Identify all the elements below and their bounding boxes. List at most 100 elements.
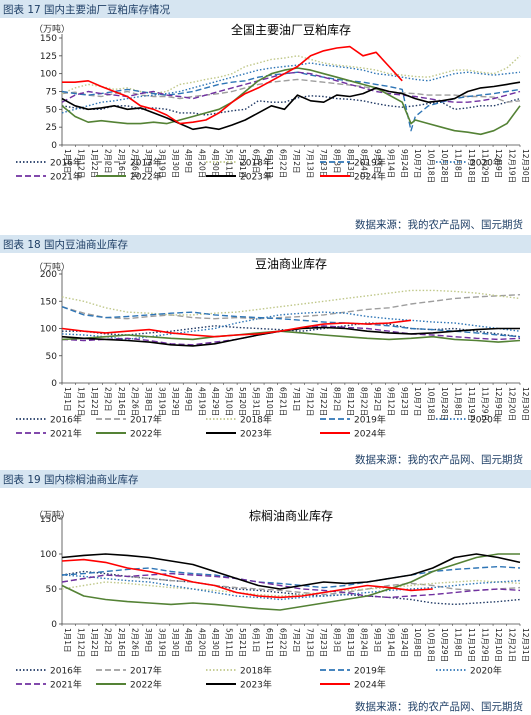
x-tick-label: 2月26日 — [130, 387, 139, 416]
y-tick-label: 150 — [40, 34, 57, 44]
x-tick-label: 4月29日 — [211, 387, 220, 416]
x-tick-label: 10月18日 — [427, 628, 436, 662]
chart-title: 全国主要油厂豆粕库存 — [231, 22, 351, 37]
x-tick-label: 4月30日 — [211, 628, 220, 657]
x-tick-label: 2月16日 — [117, 387, 126, 416]
x-tick-label: 6月1日 — [252, 628, 261, 653]
x-tick-label: 3月8日 — [144, 387, 153, 412]
figure-header-text: 图表 19 国内棕榈油商业库存 — [3, 474, 139, 486]
x-tick-label: 11月29日 — [481, 628, 490, 662]
y-tick-label: 0 — [51, 141, 57, 151]
x-tick-label: 12月19日 — [508, 149, 517, 183]
figure-header-text: 图表 17 国内主要油厂豆粕库存情况 — [3, 4, 171, 16]
series-line-2017年 — [61, 294, 521, 320]
x-tick-label: 12月9日 — [494, 387, 503, 416]
x-tick-label: 6月1日 — [252, 149, 261, 174]
x-tick-label: 10月28日 — [440, 149, 449, 183]
y-tick-label: 25 — [46, 123, 57, 133]
x-tick-label: 10月7日 — [413, 387, 422, 416]
legend-label: 2017年 — [130, 157, 162, 169]
y-tick-label: 100 — [40, 550, 57, 560]
legend-label: 2024年 — [354, 679, 386, 691]
x-tick-label: 7月23日 — [319, 149, 328, 178]
chart-soybean-meal-inventory: 全国主要油厂豆粕库存 （万吨） 0 25 50 75 100 125 150 1月1日 1月12日 1… — [16, 22, 530, 183]
legend-label: 2024年 — [354, 428, 386, 440]
series-line-2021年 — [61, 572, 521, 599]
x-tick-label: 11月8日 — [454, 387, 463, 416]
x-tick-label: 6月22日 — [279, 628, 288, 657]
x-tick-label: 9月14日 — [386, 628, 395, 657]
x-tick-label: 5月21日 — [238, 149, 247, 178]
legend-label: 2021年 — [50, 428, 82, 440]
source-note: 数据来源：我的农产品网、国元期货 — [355, 454, 523, 466]
x-tick-label: 11月29日 — [481, 387, 490, 421]
x-tick-label: 10月7日 — [413, 149, 422, 178]
x-tick-label: 2月26日 — [130, 149, 139, 178]
x-tick-label: 3月9日 — [144, 628, 153, 653]
x-tick-label: 7月22日 — [319, 387, 328, 416]
chart-palm-oil-inventory: 棕榈油商业库存 （万吨） 0 50 100 150 1月1日 1月12日 1月22日 2月2日 2月… — [16, 508, 530, 691]
x-tick-label: 12月20日 — [508, 387, 517, 421]
x-tick-label: 3月19日 — [157, 628, 166, 657]
x-tick-label: 9月23日 — [400, 387, 409, 416]
x-tick-label: 3月30日 — [171, 149, 180, 178]
x-tick-label: 12月9日 — [494, 149, 503, 178]
x-tick-label: 1月1日 — [63, 149, 72, 174]
x-tick-label: 2月26日 — [130, 628, 139, 657]
legend-label: 2020年 — [470, 665, 502, 677]
series-line-2017年 — [61, 78, 521, 103]
x-tick-label: 6月22日 — [279, 149, 288, 178]
x-tick-label: 9月3日 — [373, 628, 382, 653]
x-tick-label: 3月9日 — [144, 149, 153, 174]
legend-label: 2018年 — [240, 157, 272, 169]
x-tick-label: 9月24日 — [400, 628, 409, 657]
x-tick-label: 8月13日 — [346, 149, 355, 178]
x-tick-label: 12月30日 — [521, 387, 530, 421]
x-tick-label: 4月20日 — [198, 628, 207, 657]
y-tick-label: 150 — [40, 297, 57, 307]
x-tick-label: 7月2日 — [292, 149, 301, 174]
x-tick-label: 11月8日 — [454, 628, 463, 657]
y-tick-label: 50 — [46, 352, 58, 362]
series-line-2020年 — [61, 62, 521, 114]
legend-label: 2021年 — [50, 679, 82, 691]
x-tick-label: 8月13日 — [346, 628, 355, 657]
x-tick-label: 10月28日 — [440, 387, 449, 421]
legend-label: 2018年 — [240, 665, 272, 677]
figure-header-17: 图表 17 国内主要油厂豆粕库存情况 — [0, 0, 531, 18]
x-tick-label: 3月19日 — [157, 387, 166, 416]
unit-label: （万吨） — [34, 509, 70, 521]
x-tick-label: 9月3日 — [373, 149, 382, 174]
x-tick-label: 3月29日 — [171, 387, 180, 416]
unit-label: （万吨） — [34, 261, 70, 273]
legend-label: 2022年 — [130, 171, 162, 183]
x-tick-label: 1月12日 — [76, 628, 85, 657]
figure-header-18: 图表 18 国内豆油商业库存 — [0, 235, 531, 253]
series-line-2022年 — [61, 67, 521, 136]
x-tick-label: 10月18日 — [427, 149, 436, 183]
x-tick-label: 5月11日 — [225, 149, 234, 178]
chart-title: 豆油商业库存 — [255, 256, 327, 271]
x-tick-label: 9月14日 — [386, 149, 395, 178]
legend-label: 2016年 — [50, 414, 82, 426]
series-line-2020年 — [61, 311, 521, 341]
x-tick-label: 7月1日 — [292, 387, 301, 412]
x-tick-label: 7月23日 — [319, 628, 328, 657]
x-tick-label: 12月31日 — [521, 628, 530, 662]
legend-label: 2017年 — [130, 414, 162, 426]
x-tick-label: 1月12日 — [76, 387, 85, 416]
x-tick-label: 1月22日 — [90, 149, 99, 178]
x-tick-label: 11月19日 — [467, 628, 476, 662]
chart-title: 棕榈油商业库存 — [249, 508, 333, 523]
x-tick-label: 8月24日 — [359, 628, 368, 657]
x-tick-label: 5月31日 — [252, 387, 261, 416]
y-tick-label: 125 — [40, 52, 57, 62]
y-tick-label: 50 — [46, 585, 58, 595]
x-tick-label: 10月8日 — [413, 628, 422, 657]
legend-label: 2023年 — [240, 428, 272, 440]
x-tick-label: 5月11日 — [225, 628, 234, 657]
series-line-2022年 — [61, 553, 520, 611]
legend-label: 2023年 — [240, 171, 272, 183]
legend-label: 2016年 — [50, 157, 82, 169]
x-tick-label: 4月20日 — [198, 149, 207, 178]
